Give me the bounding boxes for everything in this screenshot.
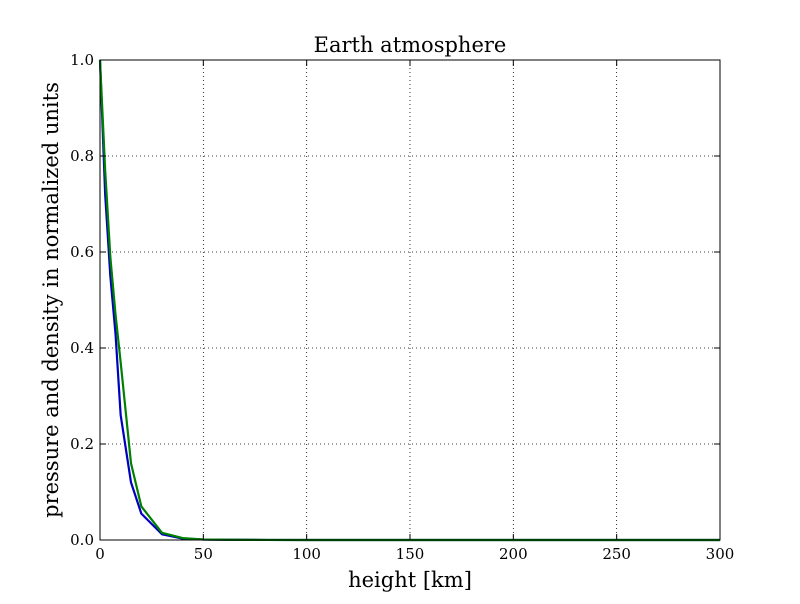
y-tick-label: 1.0: [70, 51, 94, 69]
tick-layer: 0 50 100 150 200 250 300 0.0 0.2 0.4 0.6 0.8 1.0: [70, 51, 734, 563]
y-tick-label: 0.8: [70, 147, 94, 165]
y-tick-label: 0.2: [70, 435, 94, 453]
x-tick-label: 200: [499, 545, 528, 563]
y-tick-label: 0.6: [70, 243, 94, 261]
x-tick-label: 50: [194, 545, 213, 563]
y-axis-label: pressure and density in normalized units: [39, 82, 63, 518]
x-tick-label: 250: [602, 545, 631, 563]
y-tick-label: 0.0: [70, 531, 94, 549]
x-tick-label: 0: [95, 545, 105, 563]
chart-title: Earth atmosphere: [314, 33, 507, 57]
x-tick-label: 150: [396, 545, 425, 563]
x-tick-label: 100: [292, 545, 321, 563]
y-tick-label: 0.4: [70, 339, 94, 357]
x-tick-label: 300: [706, 545, 735, 563]
x-axis-label: height [km]: [348, 568, 472, 592]
grid-layer: [100, 60, 720, 540]
